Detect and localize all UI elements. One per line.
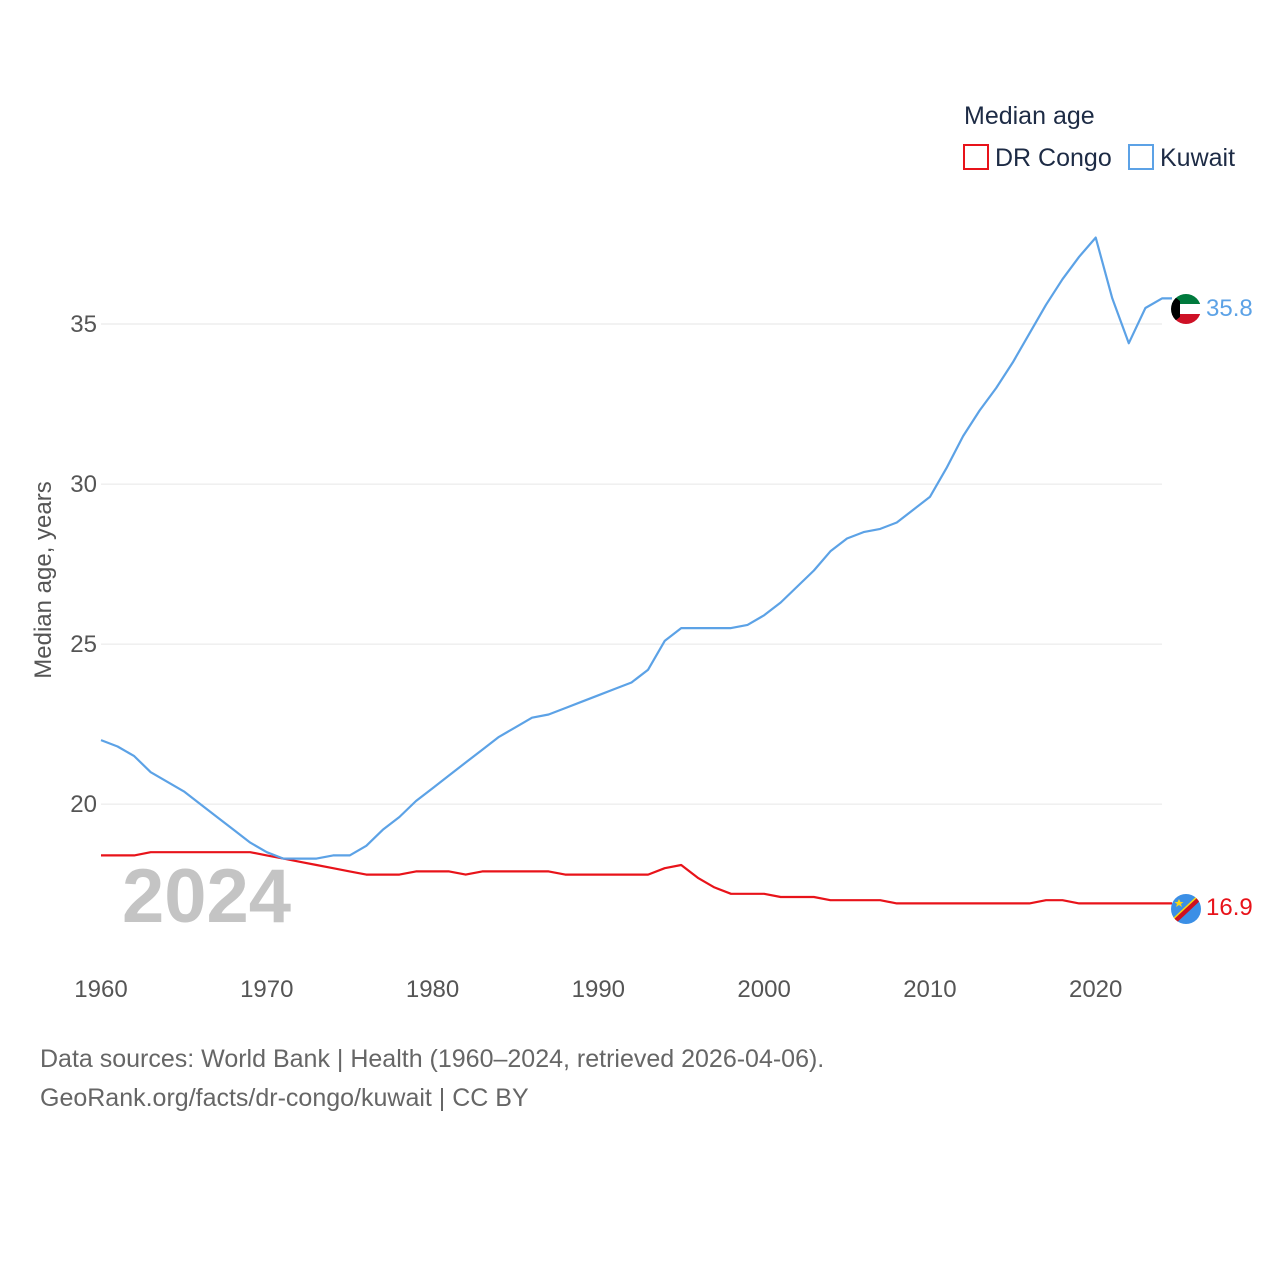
footer-attribution-line[interactable]: GeoRank.org/facts/dr-congo/kuwait | CC B… <box>40 1084 529 1112</box>
legend-swatch-dr-congo[interactable] <box>963 144 989 170</box>
x-tick-2010: 2010 <box>903 976 956 1003</box>
y-axis-label: Median age, years <box>30 481 57 678</box>
dr-congo-flag-icon <box>1171 894 1201 924</box>
x-tick-1970: 1970 <box>240 976 293 1003</box>
y-axis-ticks: 20 25 30 35 <box>70 311 97 818</box>
series-lines <box>100 236 1172 905</box>
x-tick-1990: 1990 <box>572 976 625 1003</box>
gridlines <box>101 323 1162 805</box>
year-watermark: 2024 <box>122 854 291 939</box>
legend-label-kuwait[interactable]: Kuwait <box>1160 144 1235 172</box>
series-line-kuwait[interactable] <box>100 236 1172 860</box>
y-tick-25: 25 <box>70 631 97 658</box>
x-tick-1960: 1960 <box>74 976 127 1003</box>
legend-swatch-kuwait[interactable] <box>1128 144 1154 170</box>
x-tick-2020: 2020 <box>1069 976 1122 1003</box>
legend: Median age DR Congo Kuwait <box>963 102 1235 172</box>
x-tick-2000: 2000 <box>737 976 790 1003</box>
legend-title: Median age <box>964 102 1095 130</box>
footer-source-line: Data sources: World Bank | Health (1960–… <box>40 1045 825 1073</box>
end-value-kuwait: 35.8 <box>1206 295 1253 322</box>
end-value-dr-congo: 16.9 <box>1206 894 1253 921</box>
x-axis-ticks: 1960 1970 1980 1990 2000 2010 2020 <box>74 976 1122 1003</box>
x-tick-1980: 1980 <box>406 976 459 1003</box>
kuwait-flag-icon <box>1171 294 1201 324</box>
line-chart: 20 25 30 35 1960 1970 1980 1990 2000 2010 2020 Me… <box>30 102 1253 1003</box>
y-tick-35: 35 <box>70 311 97 338</box>
y-tick-30: 30 <box>70 471 97 498</box>
y-tick-20: 20 <box>70 791 97 818</box>
legend-label-dr-congo[interactable]: DR Congo <box>995 144 1112 172</box>
